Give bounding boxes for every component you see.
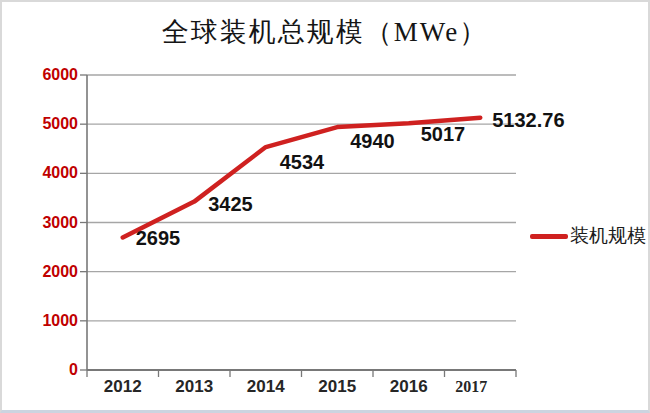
- data-point-label: 5132.76: [492, 110, 564, 130]
- legend: 装机规模: [530, 223, 646, 249]
- data-point-label: 2695: [136, 228, 181, 248]
- x-axis-tick-label: 2016: [373, 378, 445, 396]
- y-axis-tick-label: 4000: [20, 165, 78, 181]
- x-axis-tick-label: 2014: [230, 378, 302, 396]
- x-axis-tick-label: 2017: [435, 378, 507, 396]
- y-axis-tick-label: 3000: [20, 215, 78, 231]
- y-axis-tick-label: 5000: [20, 116, 78, 132]
- y-axis-tick-label: 1000: [20, 313, 78, 329]
- x-axis-tick-label: 2013: [158, 378, 230, 396]
- data-point-label: 4940: [350, 131, 395, 151]
- legend-line-swatch: [530, 234, 568, 239]
- legend-series-label: 装机规模: [570, 223, 646, 249]
- x-axis-tick-label: 2015: [301, 378, 373, 396]
- chart-frame: 全球装机总规模（MWe） 010002000300040005000600020…: [0, 0, 650, 413]
- x-axis-tick-label: 2012: [87, 378, 159, 396]
- data-point-label: 4534: [280, 152, 325, 172]
- data-point-label: 3425: [208, 194, 253, 214]
- data-point-label: 5017: [421, 124, 466, 144]
- y-axis-tick-label: 6000: [20, 67, 78, 83]
- line-chart-canvas: [2, 2, 650, 413]
- y-axis-tick-label: 0: [20, 362, 78, 378]
- y-axis-tick-label: 2000: [20, 264, 78, 280]
